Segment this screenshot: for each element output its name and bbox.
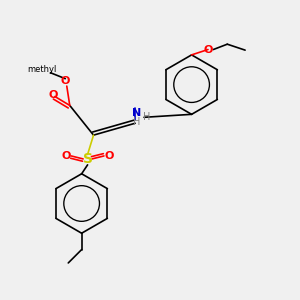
Text: H: H [143,112,150,122]
Text: O: O [61,151,70,161]
Text: O: O [203,44,213,55]
Text: H: H [133,117,140,127]
Text: S: S [82,152,93,166]
Text: O: O [61,76,70,86]
Text: O: O [105,151,114,161]
Text: O: O [49,90,58,100]
Text: N: N [132,108,141,118]
Text: methyl: methyl [27,65,56,74]
